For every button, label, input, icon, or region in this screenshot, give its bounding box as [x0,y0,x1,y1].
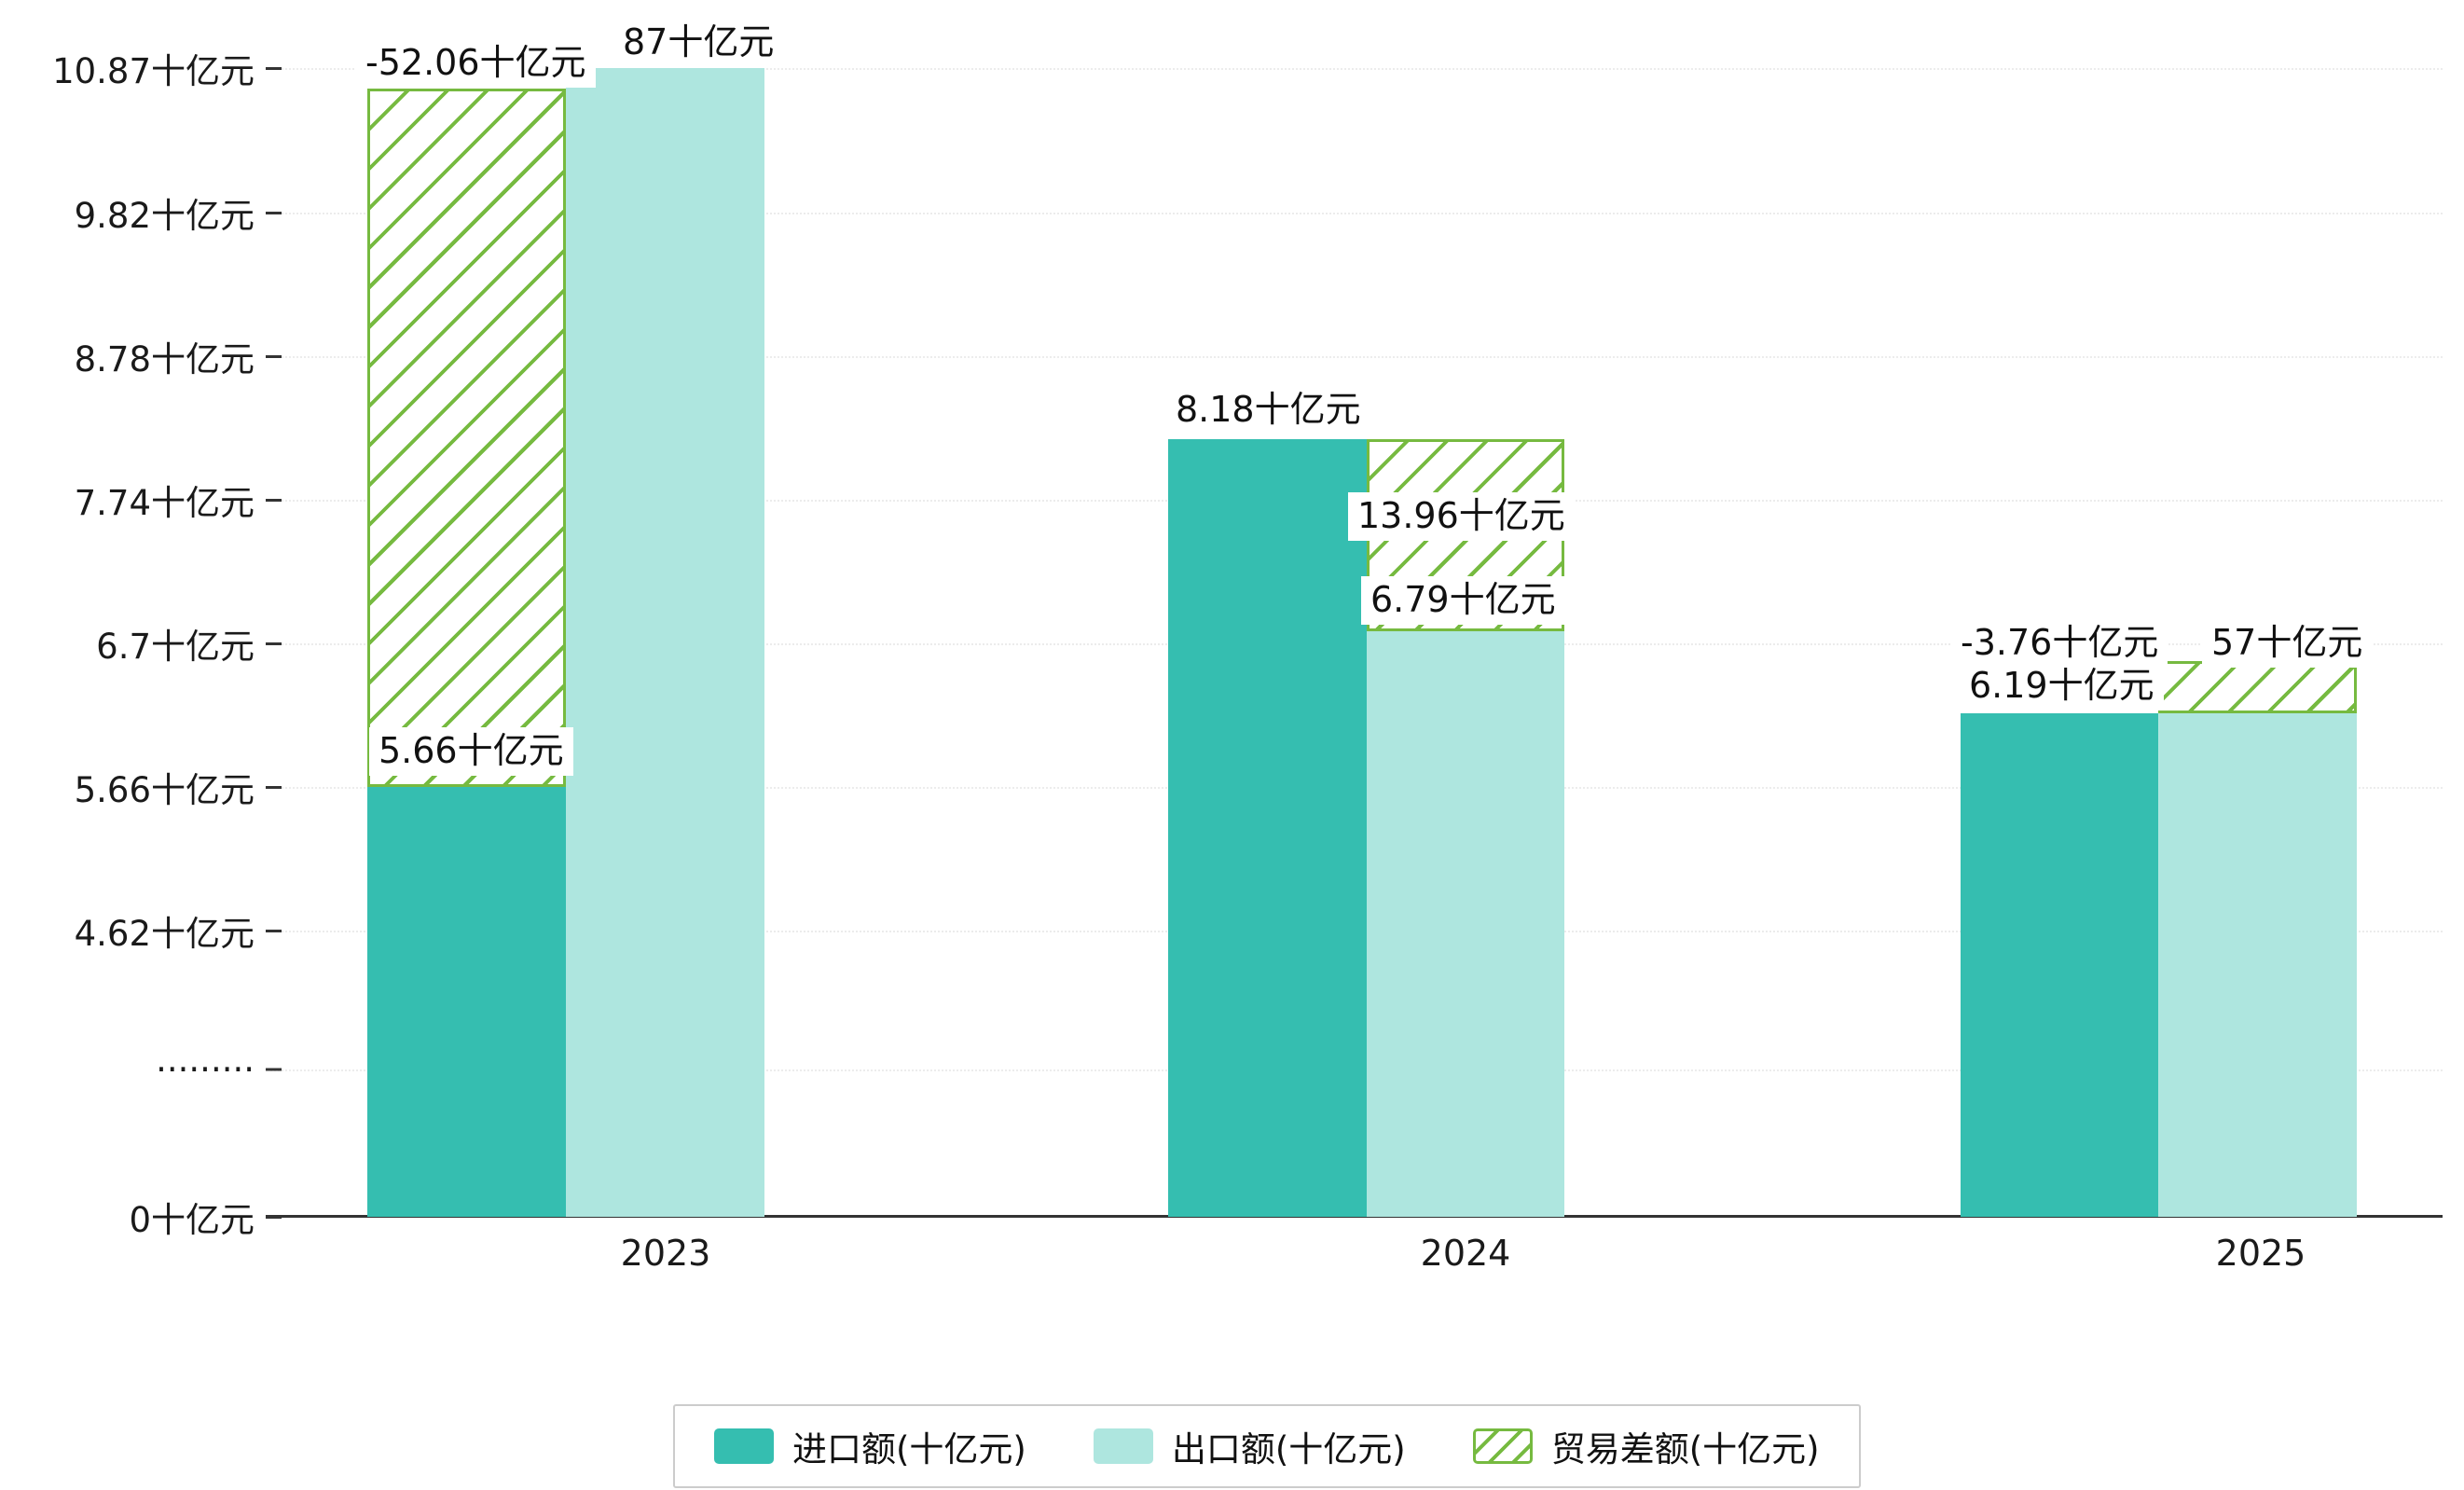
bar-export-2025[interactable] [2158,661,2357,1217]
label-import-2024: 8.18十亿元 [1166,386,1370,435]
tick-mark [266,785,282,789]
gridline [270,213,2443,214]
bar-export-2024[interactable] [1367,631,1564,1217]
label-export-2023: 87十亿元 [613,19,784,67]
y-axis-tick: 7.74十亿元 [0,475,282,525]
label-trade-balance-2025: -3.76十亿元 [1951,619,2168,668]
tick-mark [266,354,282,358]
gridline [270,356,2443,358]
bar-import-2023[interactable] [367,787,566,1217]
label-export-2025: 57十亿元 [2202,619,2373,668]
bar-import-2024[interactable] [1168,439,1367,1217]
gridline [270,68,2443,70]
import-swatch-icon [714,1428,774,1464]
y-axis-tick: 6.7十亿元 [0,618,282,669]
y-tick-label: 9.82十亿元 [74,196,255,236]
y-tick-label-axis-break: ········· [156,1049,255,1090]
bar-trade-balance-2023[interactable] [367,89,566,787]
y-axis-tick: 0十亿元 [0,1192,282,1242]
y-axis-tick: 10.87十亿元 [0,43,282,93]
trade-balance-hatch-swatch-icon [1472,1428,1533,1464]
label-trade-balance-2024: 13.96十亿元 [1348,492,1575,541]
x-tick-label-2025: 2025 [2215,1233,2306,1274]
bar-export-2023[interactable] [566,68,764,1217]
tick-mark [266,1068,282,1071]
tick-mark [266,66,282,70]
bar-trade-balance-2025[interactable] [2158,661,2357,713]
y-axis-tick: 9.82十亿元 [0,187,282,238]
y-tick-label: 5.66十亿元 [74,770,255,810]
y-tick-label: 4.62十亿元 [74,914,255,954]
export-swatch-icon [1093,1428,1153,1464]
x-tick-label-2024: 2024 [1420,1233,1511,1274]
y-tick-label: 7.74十亿元 [74,483,255,523]
y-axis-tick: 8.78十亿元 [0,331,282,381]
x-tick-label-2023: 2023 [620,1233,711,1274]
y-axis-tick: 5.66十亿元 [0,762,282,812]
tick-mark [266,211,282,214]
y-axis-tick-break: ········· [0,1050,282,1090]
legend-label-export: 出口额(十亿元) [1171,1429,1406,1469]
legend-item-trade-balance[interactable]: 贸易差额(十亿元) [1472,1421,1820,1471]
y-tick-label: 10.87十亿元 [52,51,255,91]
y-tick-label: 6.7十亿元 [96,627,255,667]
y-tick-label: 8.78十亿元 [74,339,255,379]
label-import-2023: 5.66十亿元 [369,727,573,776]
legend-item-import[interactable]: 进口额(十亿元) [714,1421,1026,1471]
y-tick-label: 0十亿元 [129,1200,255,1240]
tick-mark [266,642,282,645]
y-axis-tick: 4.62十亿元 [0,905,282,956]
bar-import-2025[interactable] [1961,713,2158,1217]
legend-item-export[interactable]: 出口额(十亿元) [1093,1421,1406,1471]
tick-mark [266,498,282,502]
label-import-2025: 6.19十亿元 [1960,662,2164,711]
label-export-2024: 6.79十亿元 [1361,576,1565,625]
legend-label-trade-balance: 贸易差额(十亿元) [1550,1429,1820,1469]
legend: 进口额(十亿元) 出口额(十亿元) 贸易差额(十亿元) [673,1404,1861,1488]
legend-label-import: 进口额(十亿元) [792,1429,1026,1469]
tick-mark [266,929,282,932]
label-trade-balance-2023: -52.06十亿元 [356,39,596,88]
